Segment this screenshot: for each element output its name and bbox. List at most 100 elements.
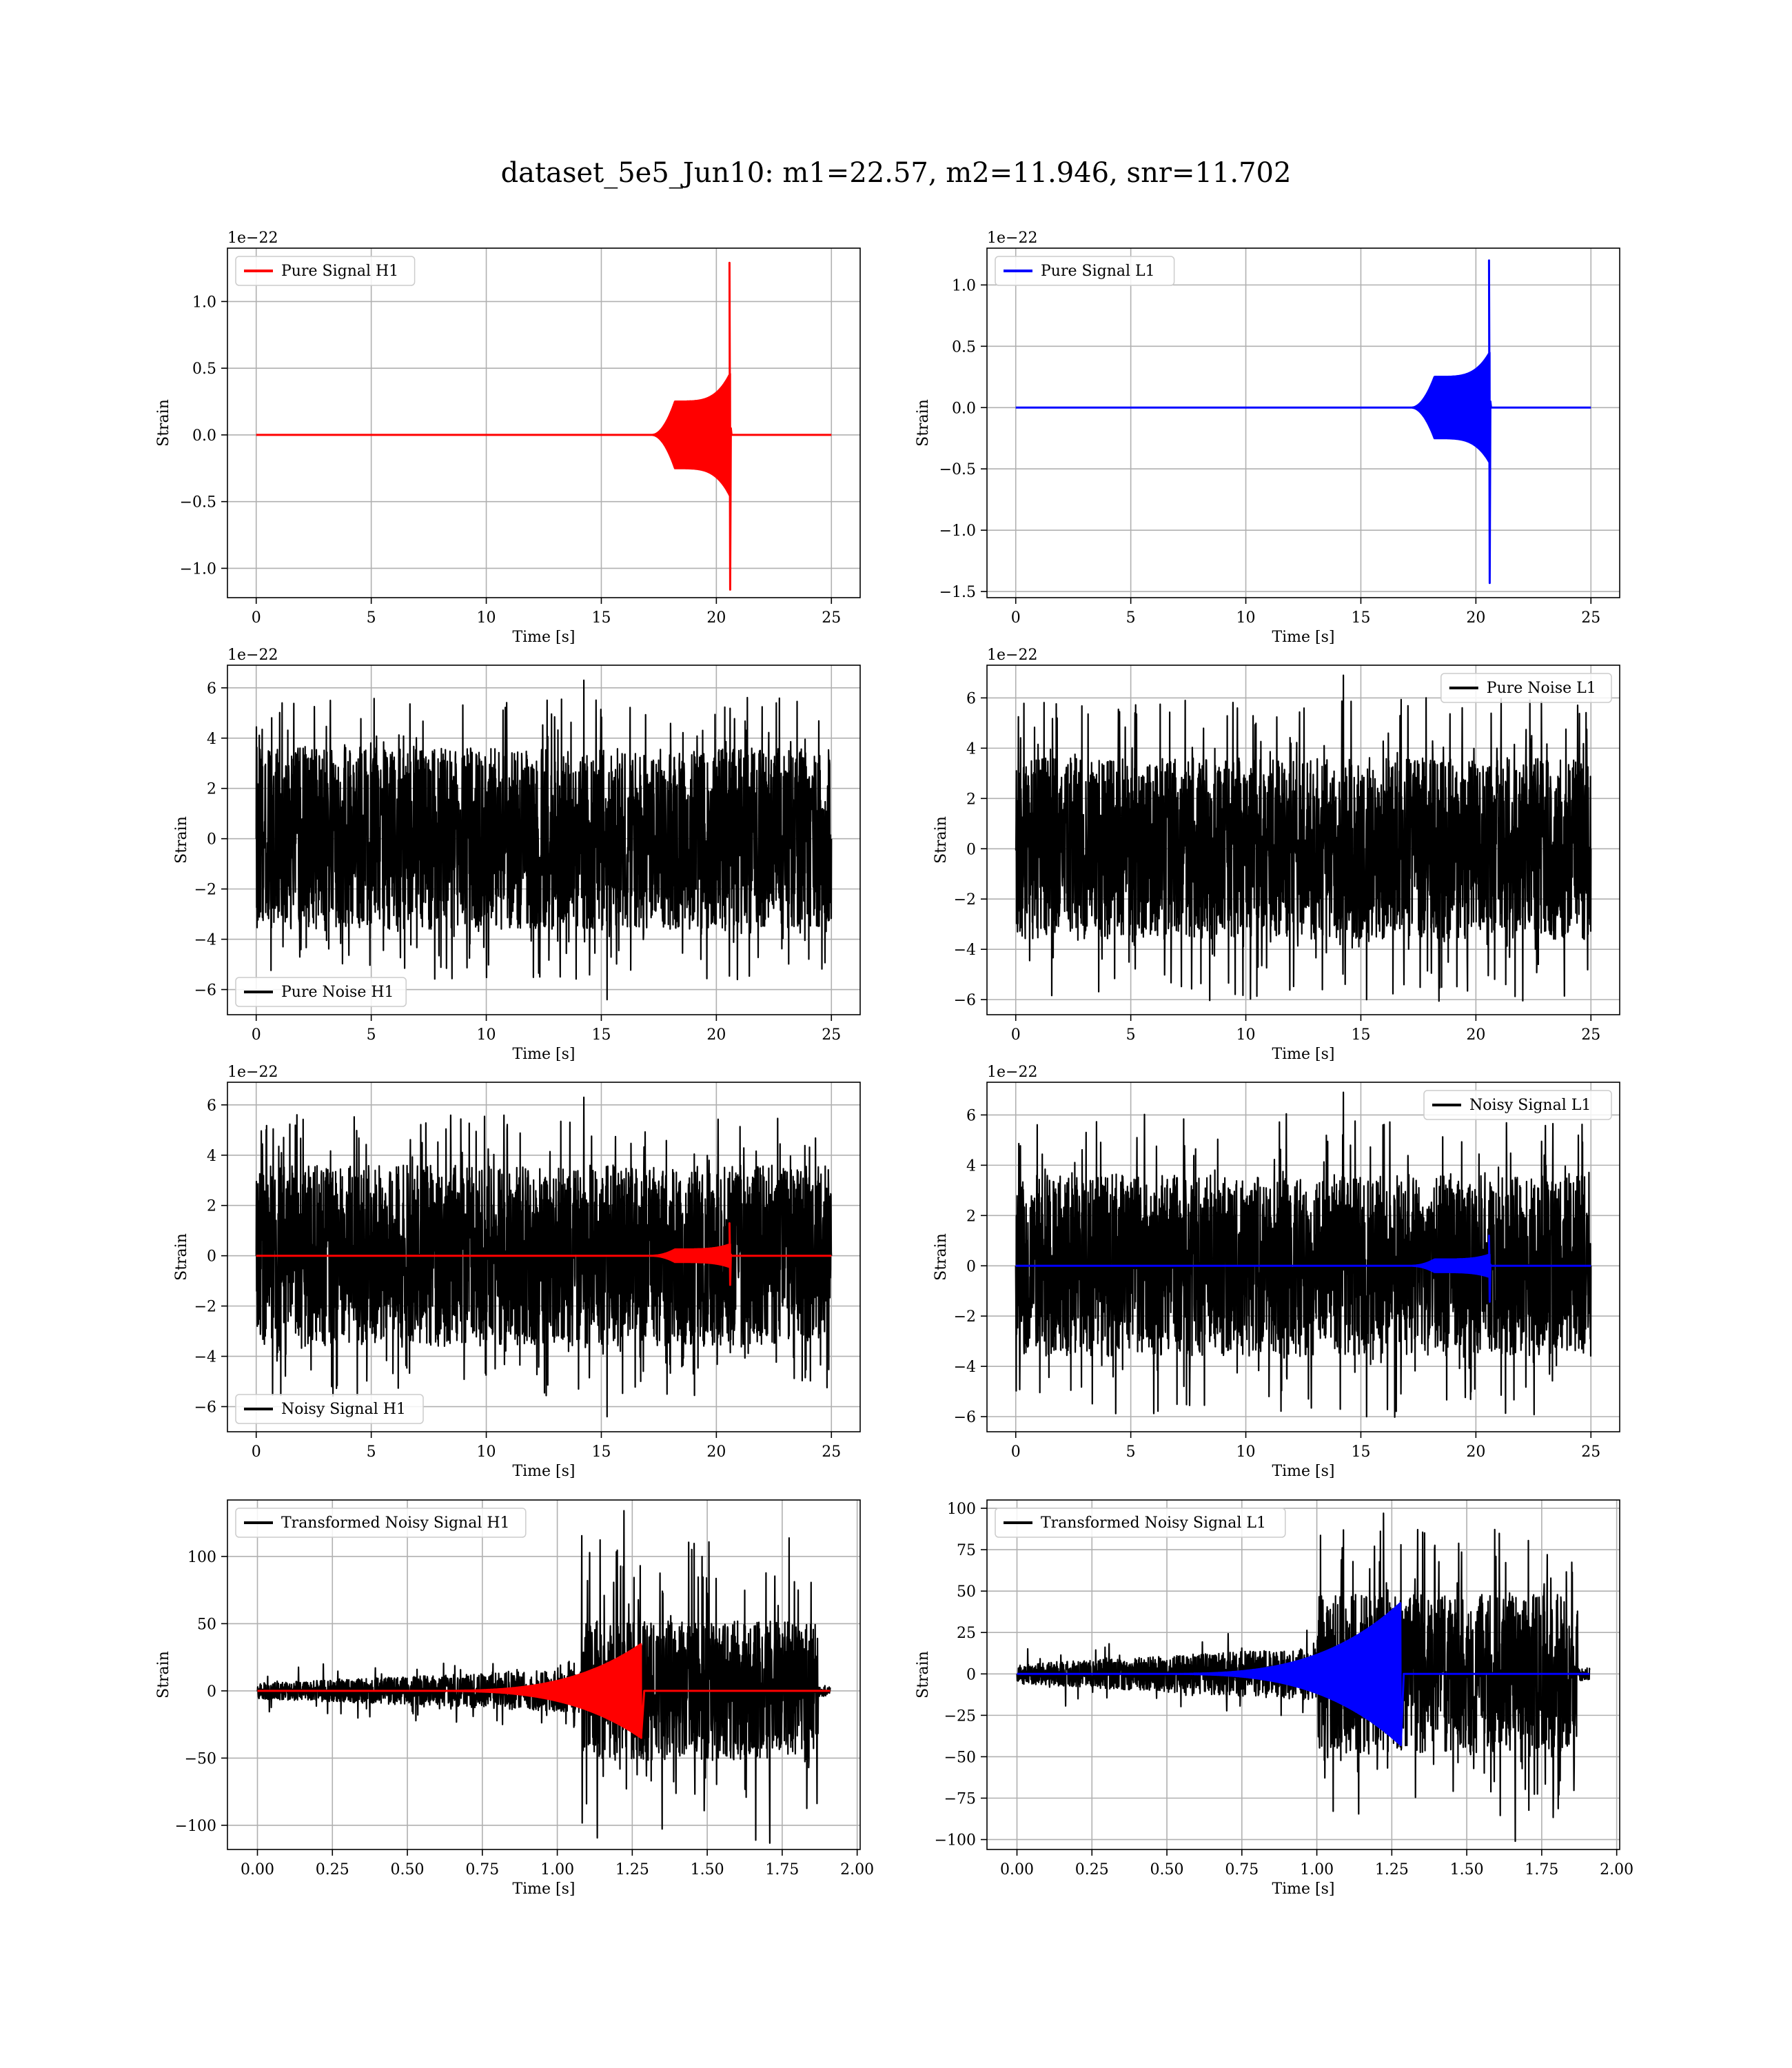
y-tick-label: 100 [947,1501,976,1518]
legend-label: Noisy Signal L1 [1469,1097,1591,1114]
series-2-line [256,1222,832,1286]
x-tick-label: 0.00 [1000,1861,1034,1878]
y-tick-label: 0 [966,1258,976,1275]
subplot-8: 0.00 0.25 0.50 0.75 1.00 1.25 1.50 1.75 2.00 −100… [915,1499,1633,1898]
legend-box [1423,1090,1612,1120]
x-axis-label: Time [s] [1272,1463,1334,1480]
x-tick-label: 15 [1351,1026,1370,1044]
y-tick-label: −25 [944,1707,976,1725]
y-axis-label: Strain [933,816,950,864]
y-tick-label: 1.0 [192,294,216,311]
y-tick-label: 50 [197,1616,216,1633]
series-1-line [256,261,832,591]
y-tick-label: −4 [954,1359,976,1376]
x-tick-label: 0.25 [1075,1861,1109,1878]
x-tick-label: 10 [477,609,496,627]
x-tick-label: 0 [252,609,261,627]
subplot-3: 0 5 10 15 20 25 −6 −4 −2 0 2 4 6 Time [s] Strain 1e−22 P… [173,647,861,1063]
legend: Transformed Noisy Signal H1 [235,1508,527,1538]
axis-offset-text: 1e−22 [987,230,1037,247]
y-tick-label: 75 [957,1542,976,1559]
plot-frame [986,1499,1620,1850]
legend: Pure Noise L1 [1440,673,1612,703]
legend-box [1440,673,1612,703]
x-tick-label: 1.25 [615,1861,649,1878]
series-1-line [255,679,833,1001]
axis-offset-text: 1e−22 [987,1064,1037,1081]
y-tick-label: −6 [954,1409,976,1426]
x-tick-label: 20 [1466,1026,1485,1044]
plot-frame [986,1082,1620,1432]
x-tick-label: 5 [1126,1026,1136,1044]
y-tick-label: 0 [207,1248,216,1266]
y-tick-label: 50 [957,1583,976,1601]
series-1-line [255,1096,833,1418]
legend: Pure Signal L1 [995,256,1175,286]
x-tick-label: 15 [1351,1443,1370,1461]
y-tick-label: −2 [954,1308,976,1326]
plot-frame [986,247,1620,598]
x-tick-label: 0.00 [241,1861,274,1878]
x-tick-label: 20 [1466,609,1485,627]
axis-offset-text: 1e−22 [227,1064,278,1081]
y-tick-label: −2 [954,891,976,909]
x-tick-label: 20 [706,609,726,627]
legend-box [235,256,416,286]
y-axis-label: Strain [155,1651,172,1699]
y-tick-label: −100 [175,1818,216,1835]
y-tick-label: 6 [966,690,976,707]
plot-frame [227,1499,861,1850]
x-tick-label: 0.75 [1225,1861,1259,1878]
y-tick-label: 1.0 [952,277,976,294]
y-tick-label: 2 [207,781,216,798]
legend-label: Pure Signal H1 [281,263,398,280]
y-tick-label: 0.5 [192,361,216,378]
axis-offset-text: 1e−22 [987,647,1037,664]
subplot-5: 0 5 10 15 20 25 −6 −4 −2 0 2 4 6 Time [s] Strain 1e−22 N… [173,1064,861,1480]
y-tick-label: −2 [194,1299,216,1316]
plot-frame [227,665,861,1015]
legend: Transformed Noisy Signal L1 [995,1508,1286,1538]
figure-title: dataset_5e5_Jun10: m1=22.57, m2=11.946, … [500,157,1292,189]
y-tick-label: 4 [966,1157,976,1175]
legend-box [995,256,1175,286]
x-axis-label: Time [s] [512,1463,575,1480]
y-axis-label: Strain [915,399,932,447]
x-tick-label: 1.50 [691,1861,724,1878]
x-tick-label: 5 [367,609,376,627]
y-axis-label: Strain [173,1233,190,1281]
legend-label: Pure Noise L1 [1487,680,1596,697]
x-tick-label: 10 [1236,1026,1256,1044]
series-2-line [1017,1602,1590,1747]
legend-box [235,1508,527,1538]
x-tick-label: 10 [1236,609,1256,627]
x-axis-label: Time [s] [512,629,575,646]
legend-label: Transformed Noisy Signal L1 [1041,1514,1266,1532]
y-tick-label: 0 [207,1683,216,1701]
y-tick-label: 0 [207,831,216,849]
x-axis-label: Time [s] [512,1881,575,1898]
y-tick-label: −0.5 [939,461,976,478]
y-axis-label: Strain [173,816,190,864]
x-tick-label: 0.75 [465,1861,499,1878]
x-tick-label: 0 [1011,609,1021,627]
x-tick-label: 25 [1581,609,1600,627]
y-tick-label: 100 [187,1549,216,1566]
legend: Pure Noise H1 [235,977,407,1007]
x-tick-label: 1.00 [540,1861,574,1878]
x-tick-label: 25 [822,1026,841,1044]
y-tick-label: −1.5 [939,584,976,601]
x-tick-label: 10 [477,1443,496,1461]
y-tick-label: 0.0 [192,427,216,445]
subplot-2: 0 5 10 15 20 25 −1.5 −1.0 −0.5 0.0 0.5 1.0 Time [s] S… [915,230,1620,646]
x-tick-label: 2.00 [840,1861,874,1878]
legend-box [995,1508,1286,1538]
x-tick-label: 25 [1581,1026,1600,1044]
y-tick-label: −50 [944,1749,976,1766]
x-tick-label: 0 [1011,1026,1021,1044]
legend: Pure Signal H1 [235,256,416,286]
y-tick-label: −2 [194,882,216,899]
y-axis-label: Strain [933,1233,950,1281]
plot-frame [986,665,1620,1015]
y-tick-label: 4 [966,740,976,758]
